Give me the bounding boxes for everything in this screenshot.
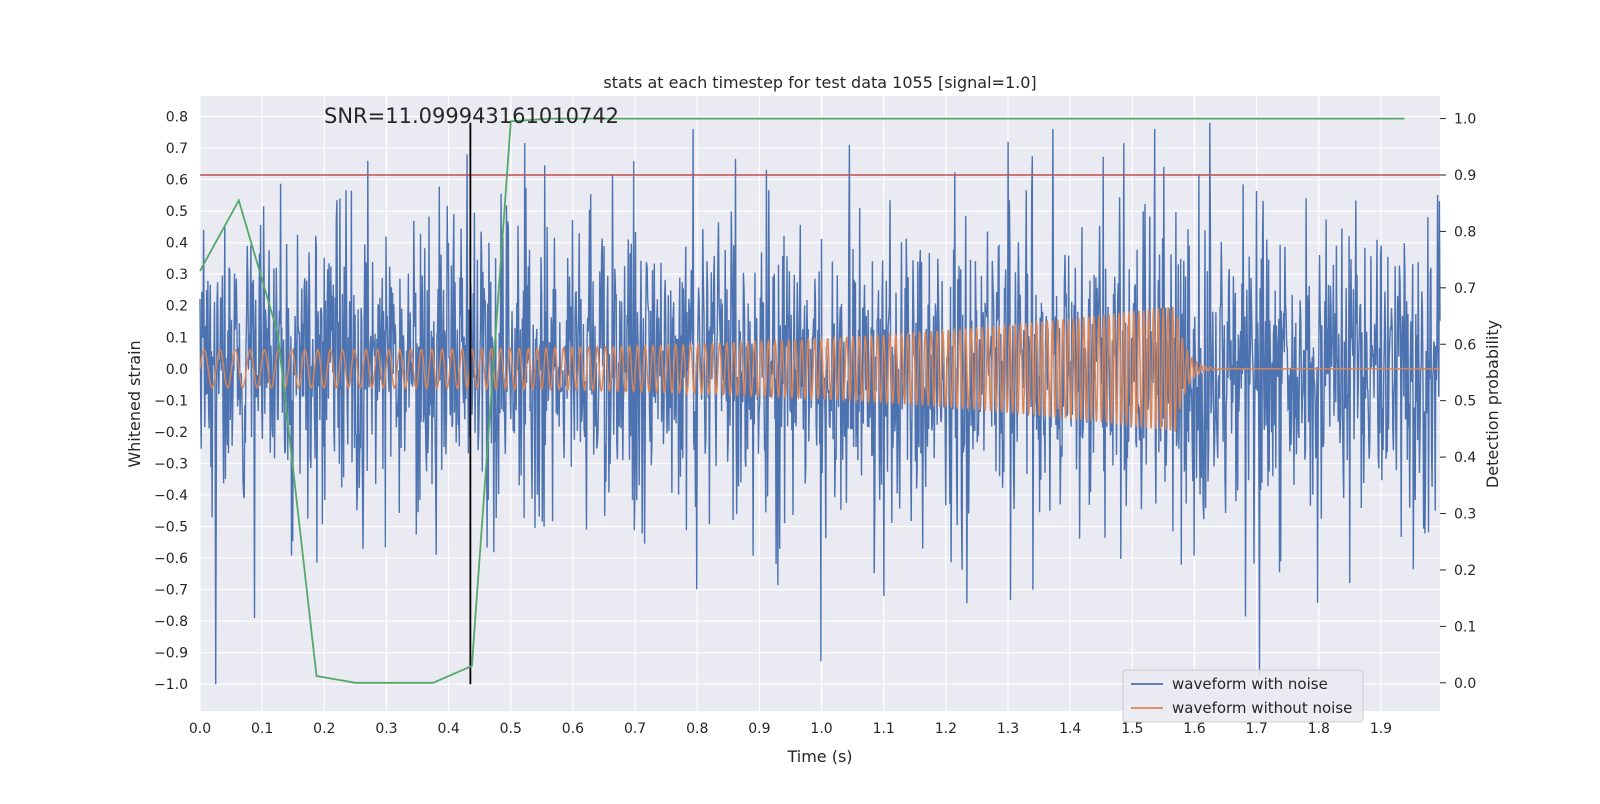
x-tick-label: 1.0 <box>810 721 832 737</box>
y-tick-label: −0.6 <box>154 551 188 567</box>
legend-label-noise: waveform with noise <box>1172 675 1328 693</box>
y-tick-label: 0.2 <box>166 299 188 315</box>
y-tick-label: −0.2 <box>154 425 188 441</box>
y-tick-label: −0.4 <box>154 488 188 504</box>
x-tick-label: 1.1 <box>873 721 895 737</box>
x-tick-label: 1.8 <box>1308 721 1330 737</box>
y-tick-label: −0.8 <box>154 614 188 630</box>
x-tick-label: 1.3 <box>997 721 1019 737</box>
y-axis-label: Whitened strain <box>125 340 144 467</box>
series-line-detection-probability <box>199 117 1405 684</box>
x-tick-label: 0.0 <box>189 721 211 737</box>
x-tick-label: 0.5 <box>500 721 522 737</box>
y-right-tick-label: 0.4 <box>1454 450 1476 466</box>
x-axis-ticks: 0.0 0.1 0.2 0.3 0.4 0.5 0.6 0.7 0.8 0.9 1.0 1.1 1.2 1… <box>189 721 1392 737</box>
x-tick-label: 0.9 <box>748 721 770 737</box>
legend-box <box>1122 669 1364 723</box>
legend: waveform with noise waveform without noi… <box>1122 669 1364 723</box>
y-tick-label: −0.7 <box>154 583 188 599</box>
y-right-tick-label: 0.0 <box>1454 676 1476 692</box>
y-tick-label: −0.3 <box>154 456 188 472</box>
x-tick-label: 0.3 <box>375 721 397 737</box>
series-line-waveform-with-noise <box>199 122 1441 685</box>
y-right-tick-label: 0.2 <box>1454 563 1476 579</box>
x-tick-label: 0.7 <box>624 721 646 737</box>
x-tick-label: 1.6 <box>1183 721 1205 737</box>
y-right-tick-label: 0.5 <box>1454 394 1476 410</box>
y-right-tick-label: 0.3 <box>1454 507 1476 523</box>
y-tick-label: −0.9 <box>154 646 188 662</box>
x-tick-label: 1.7 <box>1246 721 1268 737</box>
y-tick-label: 0.6 <box>166 173 188 189</box>
y-tick-label: −0.1 <box>154 393 188 409</box>
y-right-tick-label: 0.7 <box>1454 281 1476 297</box>
x-tick-label: 1.5 <box>1121 721 1143 737</box>
y-tick-label: 0.5 <box>166 204 188 220</box>
chart-title: stats at each timestep for test data 105… <box>603 73 1036 92</box>
x-tick-label: 1.9 <box>1370 721 1392 737</box>
y-tick-label: 0.4 <box>166 236 188 252</box>
x-tick-label: 0.4 <box>437 721 459 737</box>
y-tick-label: 0.8 <box>166 110 188 126</box>
x-tick-label: 0.8 <box>686 721 708 737</box>
y-tick-label: −0.5 <box>154 520 188 536</box>
legend-label-clean: waveform without noise <box>1172 699 1352 717</box>
y-tick-label: 0.7 <box>166 141 188 157</box>
series-layer <box>199 117 1441 685</box>
series-line-waveform-without-noise <box>199 306 1440 432</box>
y-right-tick-label: 1.0 <box>1454 112 1476 128</box>
y-tick-label: 0.1 <box>166 330 188 346</box>
y-right-tick-label: 0.6 <box>1454 337 1476 353</box>
y-right-axis-ticks: 1.0 0.9 0.8 0.7 0.6 0.5 0.4 0.3 0.2 0.1 0.0 <box>1440 112 1476 692</box>
y-axis-ticks: 0.8 0.7 0.6 0.5 0.4 0.3 0.2 0.1 0.0 −0.1 −0.2 −0.3 −… <box>154 110 188 694</box>
y-right-tick-label: 0.9 <box>1454 168 1476 184</box>
x-axis-label: Time (s) <box>786 747 852 766</box>
y-tick-label: 0.0 <box>166 362 188 378</box>
x-tick-label: 0.1 <box>251 721 273 737</box>
y-right-axis-label: Detection probability <box>1483 320 1502 488</box>
y-right-tick-label: 0.8 <box>1454 224 1476 240</box>
y-tick-label: −1.0 <box>154 677 188 693</box>
x-tick-label: 1.2 <box>935 721 957 737</box>
x-tick-label: 0.6 <box>562 721 584 737</box>
y-right-tick-label: 0.1 <box>1454 619 1476 635</box>
y-tick-label: 0.3 <box>166 267 188 283</box>
x-tick-label: 1.4 <box>1059 721 1081 737</box>
snr-annotation: SNR=11.099943161010742 <box>324 104 619 128</box>
x-tick-label: 0.2 <box>313 721 335 737</box>
